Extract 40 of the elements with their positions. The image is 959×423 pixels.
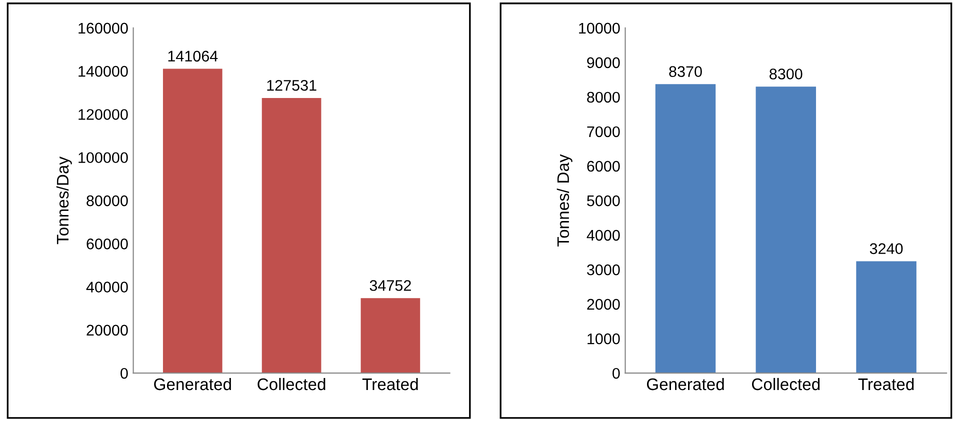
data-label: 127531: [267, 80, 316, 91]
bar: [655, 84, 716, 374]
y-axis-title: Tonnes/ Day: [556, 154, 572, 246]
data-label: 34752: [370, 280, 411, 291]
bar: [262, 98, 322, 374]
y-tick-label: 9000: [587, 57, 620, 68]
y-tick-label: 8000: [587, 92, 620, 103]
data-label: 141064: [168, 50, 218, 62]
y-tick-label: 0: [612, 368, 620, 379]
y-tick-label: 7000: [587, 126, 620, 138]
y-tick-label: 140000: [78, 66, 128, 77]
x-tick-label: Collected: [258, 378, 326, 390]
y-tick-label: 80000: [86, 195, 128, 206]
x-tick-label: Treated: [858, 378, 914, 390]
data-label: 8370: [669, 66, 702, 77]
y-tick-label: 120000: [78, 109, 128, 120]
x-tick-label: Generated: [646, 378, 724, 390]
y-tick-label: 40000: [86, 282, 128, 292]
y-tick-label: 3000: [587, 264, 620, 276]
x-tick-label: Treated: [362, 378, 418, 390]
x-tick-label: Generated: [154, 378, 231, 390]
x-tick-label: Collected: [752, 378, 820, 390]
bar: [162, 68, 222, 374]
y-tick-label: 10000: [579, 22, 620, 34]
data-label: 3240: [870, 243, 903, 254]
y-axis-title: Tonnes/Day: [56, 156, 72, 244]
y-tick-label: 6000: [587, 160, 620, 172]
data-label: 8300: [770, 68, 802, 80]
y-tick-label: 100000: [78, 152, 128, 164]
bar: [360, 298, 420, 374]
y-tick-label: 4000: [586, 230, 620, 241]
y-tick-label: 0: [120, 368, 128, 379]
y-tick-label: 60000: [86, 238, 128, 250]
y-tick-label: 20000: [86, 324, 128, 336]
y-tick-label: 5000: [587, 195, 620, 206]
y-tick-label: 1000: [588, 333, 620, 344]
y-tick-label: 2000: [587, 298, 620, 310]
bar: [856, 261, 916, 374]
y-tick-label: 160000: [78, 22, 128, 34]
bar: [756, 86, 816, 374]
